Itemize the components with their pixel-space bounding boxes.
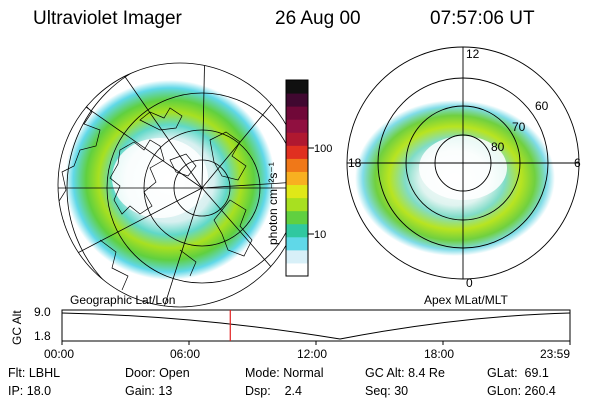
- right-panel-caption: Apex MLat/MLT: [424, 293, 508, 307]
- timeline-x-tick-1200: 12:00: [297, 347, 328, 361]
- colorbar-band: [286, 93, 308, 107]
- colorbar-band: [286, 236, 308, 251]
- left-panel-caption: Geographic Lat/Lon: [70, 293, 176, 307]
- mlat-label-80: 80: [491, 140, 505, 154]
- dsp-value: 2.4: [284, 384, 302, 398]
- glon-readout: GLon: 260.4: [487, 384, 556, 398]
- gc-alt-value: 8.4 Re: [408, 366, 445, 380]
- apex-mlat-mlt-image: 12 0 18 6 60 70 80: [346, 46, 581, 290]
- door-readout: Door: Open: [125, 366, 190, 380]
- colorbar-band: [286, 249, 308, 264]
- observation-date: 26 Aug 00: [275, 8, 361, 29]
- gc-alt-label: GC Alt:: [365, 366, 405, 380]
- timeline-x-tick-2359: 23:59: [540, 347, 571, 361]
- door-value: Open: [159, 366, 190, 380]
- mode-readout: Mode: Normal: [245, 366, 324, 380]
- observation-time: 07:57:06 UT: [430, 8, 535, 29]
- mlt-label-6: 6: [574, 156, 581, 170]
- colorbar-band: [286, 158, 308, 172]
- mlt-label-0: 0: [466, 276, 473, 290]
- colorbar-band: [286, 262, 308, 277]
- glat-readout: GLat: 69.1: [487, 366, 549, 380]
- dsp-label: Dsp:: [245, 384, 271, 398]
- filter-readout: Flt: LBHL: [8, 366, 60, 380]
- timeline-x-tick-1800: 18:00: [424, 347, 455, 361]
- glat-label: GLat:: [487, 366, 518, 380]
- mode-value: Normal: [283, 366, 324, 380]
- seq-readout: Seq: 30: [365, 384, 408, 398]
- colorbar-unit-label: photon cm⁻²s⁻¹: [266, 162, 280, 245]
- seq-value: 30: [394, 384, 409, 398]
- glon-label: GLon:: [487, 384, 522, 398]
- colorbar-band: [286, 132, 308, 146]
- gain-readout: Gain: 13: [125, 384, 172, 398]
- altitude-curve: [61, 312, 571, 340]
- colorbar-band: [286, 210, 308, 225]
- seq-label: Seq:: [365, 384, 391, 398]
- colorbar-band: [286, 197, 308, 212]
- mlat-label-60: 60: [535, 99, 549, 113]
- colorbar-tick-100: 100: [314, 143, 332, 155]
- glon-value: 260.4: [524, 384, 556, 398]
- instrument-title: Ultraviolet Imager: [33, 8, 182, 29]
- timeline-frame: [61, 309, 571, 342]
- filter-label: Flt:: [8, 366, 26, 380]
- colorbar: 100 10 photon cm⁻²s⁻¹: [266, 79, 332, 277]
- mlt-label-12: 12: [466, 47, 480, 61]
- ip-value: 18.0: [26, 384, 52, 398]
- timeline-x-tick-0600: 06:00: [170, 347, 201, 361]
- colorbar-bands: [286, 80, 308, 277]
- colorbar-band: [286, 106, 308, 120]
- colorbar-band: [286, 184, 308, 199]
- gc-alt-readout: GC Alt: 8.4 Re: [365, 366, 445, 380]
- colorbar-band: [286, 223, 308, 238]
- gain-label: Gain:: [125, 384, 155, 398]
- colorbar-band: [286, 171, 308, 186]
- ip-readout: IP: 18.0: [8, 384, 51, 398]
- colorbar-band: [286, 119, 308, 133]
- dsp-readout: Dsp: 2.4: [245, 384, 302, 398]
- altitude-timeline: GC Alt 9.0 1.8: [10, 305, 571, 345]
- timeline-y-tick-low: 1.8: [34, 329, 51, 343]
- ip-label: IP:: [8, 384, 24, 398]
- colorbar-band: [286, 145, 308, 159]
- mlat-grid: [346, 46, 580, 280]
- filter-value: LBHL: [28, 366, 61, 380]
- coastlines: [58, 99, 253, 291]
- colorbar-tick-10: 10: [314, 229, 326, 241]
- door-label: Door:: [125, 366, 156, 380]
- timeline-y-axis-label: GC Alt: [10, 310, 24, 345]
- mode-label: Mode:: [245, 366, 280, 380]
- timeline-y-tick-high: 9.0: [34, 305, 51, 319]
- mlt-label-18: 18: [348, 156, 362, 170]
- glat-value: 69.1: [524, 366, 549, 380]
- timeline-x-tick-0000: 00:00: [44, 347, 75, 361]
- geographic-image: [57, 62, 303, 308]
- mlat-label-70: 70: [512, 120, 526, 134]
- colorbar-band: [286, 80, 308, 94]
- gain-value: 13: [158, 384, 173, 398]
